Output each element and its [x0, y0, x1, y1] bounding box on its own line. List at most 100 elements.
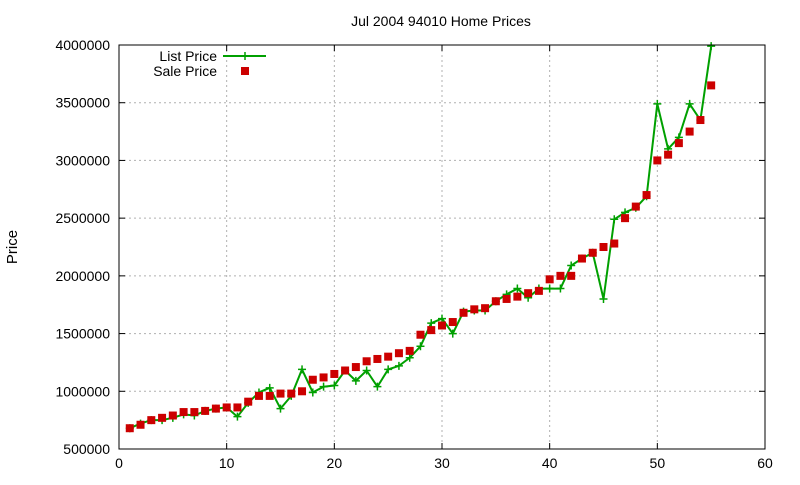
list-price-point: [373, 382, 382, 391]
sale-price-point: [265, 391, 274, 400]
sale-price-point: [147, 416, 156, 425]
x-tick-label: 40: [542, 455, 558, 471]
sale-price-point: [136, 420, 145, 429]
sale-price-point: [588, 248, 597, 257]
list-price-point: [545, 284, 554, 293]
sale-price-point: [534, 286, 543, 295]
list-price-point: [685, 99, 694, 108]
grid-lines: [119, 45, 765, 449]
sale-price-point: [545, 275, 554, 284]
list-price-point: [405, 353, 414, 362]
plot-frame: [118, 44, 766, 450]
y-axis-label: Price: [4, 230, 21, 264]
sale-price-point: [330, 369, 339, 378]
sale-price-point: [502, 294, 511, 303]
sale-price-point: [351, 363, 360, 372]
sale-price-point: [201, 406, 210, 415]
y-tick-label: 3500000: [55, 95, 110, 111]
sale-price-point: [513, 292, 522, 301]
tick-labels: 0 10 20 30 40 50 60 500000 1000000 1500000 2000000…: [55, 37, 773, 471]
sale-price-point: [394, 349, 403, 358]
list-price-point: [362, 366, 371, 375]
list-price-point: [298, 365, 307, 374]
sale-price-point: [567, 271, 576, 280]
list-price-point: [384, 365, 393, 374]
sale-price-point: [287, 389, 296, 398]
sale-price-point: [384, 352, 393, 361]
legend-square-marker: [241, 67, 249, 75]
chart-title: Jul 2004 94010 Home Prices: [351, 13, 531, 29]
sale-price-point: [653, 156, 662, 165]
list-price-point: [265, 383, 274, 392]
y-tick-label: 1000000: [55, 383, 110, 399]
sale-price-point: [319, 373, 328, 382]
x-tick-label: 60: [757, 455, 773, 471]
sale-price-point: [427, 326, 436, 335]
list-price-point: [416, 342, 425, 351]
sale-price-point: [610, 239, 619, 248]
list-price-point: [610, 215, 619, 224]
x-tick-label: 10: [219, 455, 235, 471]
x-tick-label: 50: [650, 455, 666, 471]
sale-price-point: [685, 127, 694, 136]
sale-price-point: [179, 408, 188, 417]
sale-price-point: [254, 391, 263, 400]
list-price-point: [653, 99, 662, 108]
list-price-point: [567, 261, 576, 270]
sale-price-point: [674, 139, 683, 148]
x-tick-label: 20: [327, 455, 343, 471]
sale-price-point: [298, 387, 307, 396]
sale-price-point: [448, 318, 457, 327]
y-tick-label: 2500000: [55, 210, 110, 226]
sale-price-point: [233, 403, 242, 412]
sale-price-point: [222, 403, 231, 412]
list-price-point: [707, 42, 716, 51]
y-tick-label: 3000000: [55, 152, 110, 168]
sale-price-point: [577, 254, 586, 263]
list-price-point: [276, 404, 285, 413]
sale-price-point: [276, 389, 285, 398]
sale-price-point: [642, 191, 651, 200]
list-price-point: [319, 382, 328, 391]
legend-label-list-price: List Price: [159, 48, 217, 64]
list-price-point: [448, 329, 457, 338]
sale-price-point: [211, 404, 220, 413]
sale-price-point: [405, 346, 414, 355]
x-tick-label: 0: [115, 455, 123, 471]
sale-price-point: [621, 214, 630, 223]
y-tick-label: 2000000: [55, 268, 110, 284]
list-price-point: [513, 284, 522, 293]
sale-price-point: [707, 81, 716, 90]
list-price-point: [308, 388, 317, 397]
sale-price-point: [556, 271, 565, 280]
sale-price-point: [341, 366, 350, 375]
list-price-point: [394, 361, 403, 370]
sale-price-point: [696, 116, 705, 125]
sale-price-point: [308, 375, 317, 384]
sale-price-point: [125, 424, 134, 433]
series-layer: [125, 42, 716, 433]
sale-price-point: [631, 202, 640, 211]
legend-plus-glyph: [241, 52, 249, 60]
sale-price-point: [190, 408, 199, 417]
sale-price-point: [438, 321, 446, 330]
list-price-line: [129, 46, 713, 430]
list-price-point: [330, 381, 339, 390]
sale-price-point: [373, 354, 382, 363]
list-price-point: [438, 314, 446, 323]
list-price-point: [233, 412, 242, 421]
legend: List Price Sale Price: [153, 48, 266, 79]
sale-price-point: [470, 305, 479, 314]
sale-price-point: [168, 411, 177, 420]
sale-price-point: [459, 308, 468, 317]
legend-label-sale-price: Sale Price: [153, 63, 217, 79]
sale-price-point: [158, 413, 167, 422]
sale-price-point: [524, 289, 533, 298]
list-price-point: [351, 376, 360, 385]
sale-price-point: [491, 297, 500, 306]
list-price-point: [556, 284, 565, 293]
y-tick-label: 4000000: [55, 37, 110, 53]
y-tick-label: 1500000: [55, 326, 110, 342]
legend-plus-marker: [241, 52, 249, 60]
